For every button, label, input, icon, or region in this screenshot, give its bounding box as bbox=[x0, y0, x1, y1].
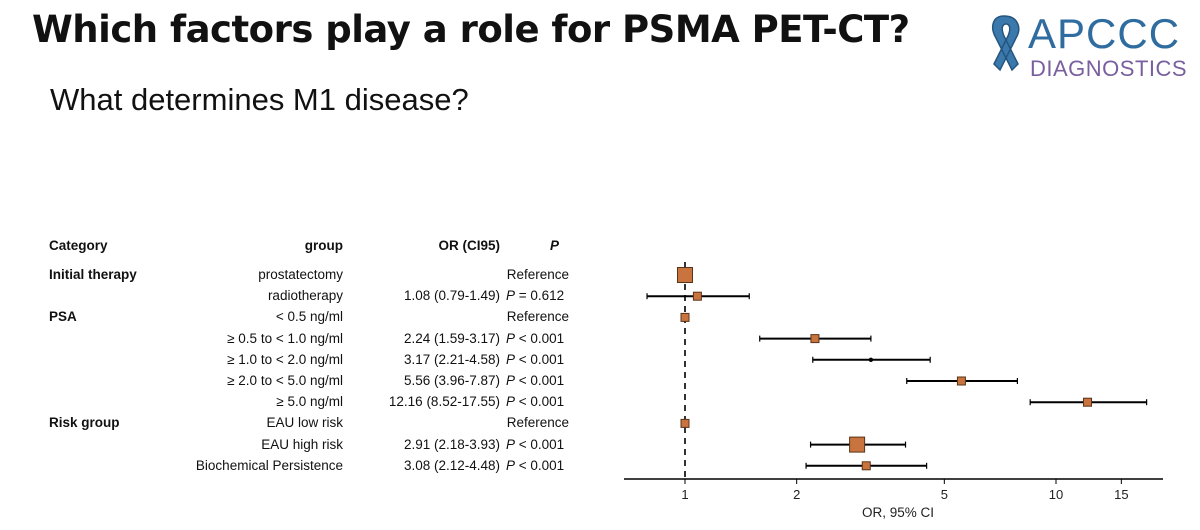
row-category: Initial therapy bbox=[49, 267, 137, 282]
row-group: ≥ 0.5 to < 1.0 ng/ml bbox=[227, 330, 343, 346]
p-value-text: < 0.001 bbox=[515, 394, 565, 410]
row-reference: Reference bbox=[506, 415, 569, 431]
row-category: PSA bbox=[49, 309, 77, 325]
p-value-text: < 0.001 bbox=[515, 373, 565, 388]
point-estimate bbox=[692, 291, 702, 301]
row-p-value: P < 0.001 bbox=[506, 352, 564, 367]
row-group: EAU low risk bbox=[266, 415, 343, 431]
row-odds-ratio: 12.16 (8.52-17.55) bbox=[388, 394, 500, 410]
point-estimate bbox=[810, 334, 820, 344]
row-group: ≥ 1.0 to < 2.0 ng/ml bbox=[227, 351, 343, 367]
x-axis-label: OR, 95% CI bbox=[862, 505, 934, 520]
point-estimate bbox=[861, 461, 871, 471]
row-group: ≥ 5.0 ng/ml bbox=[276, 394, 343, 410]
x-tick-label: 5 bbox=[941, 487, 948, 502]
p-symbol: P bbox=[506, 373, 516, 388]
row-odds-ratio: 3.17 (2.21-4.58) bbox=[403, 351, 500, 367]
row-group: radiotherapy bbox=[267, 288, 343, 304]
row-category: Risk group bbox=[49, 415, 120, 431]
row-odds-ratio: 1.08 (0.79-1.49) bbox=[403, 288, 500, 304]
x-tick-label: 15 bbox=[1114, 487, 1128, 502]
row-group: ≥ 2.0 to < 5.0 ng/ml bbox=[227, 373, 343, 388]
p-symbol: P bbox=[506, 330, 516, 346]
header-p: P bbox=[550, 238, 560, 253]
p-value-text: < 0.001 bbox=[515, 351, 565, 367]
p-symbol: P bbox=[506, 436, 516, 452]
x-tick-label: 10 bbox=[1049, 487, 1063, 502]
row-odds-ratio: 3.08 (2.12-4.48) bbox=[403, 457, 500, 473]
row-odds-ratio: 2.91 (2.18-3.93) bbox=[403, 436, 500, 452]
awareness-ribbon-icon bbox=[991, 15, 1020, 72]
point-estimate bbox=[677, 267, 693, 283]
p-symbol: P bbox=[506, 394, 516, 410]
row-odds-ratio: 2.24 (1.59-3.17) bbox=[403, 330, 500, 346]
row-reference: Reference bbox=[506, 309, 569, 325]
logo-subtitle: DIAGNOSTICS bbox=[1030, 56, 1188, 81]
row-group: EAU high risk bbox=[261, 436, 343, 452]
header-category: Category bbox=[49, 238, 108, 253]
p-symbol: P bbox=[506, 457, 516, 473]
p-value-text: = 0.612 bbox=[515, 288, 565, 304]
row-p-value: P < 0.001 bbox=[506, 373, 564, 388]
p-symbol: P bbox=[506, 351, 516, 367]
logo-wordmark: APCCC bbox=[1028, 10, 1181, 57]
point-estimate bbox=[1083, 397, 1093, 407]
row-group: < 0.5 ng/ml bbox=[275, 309, 343, 325]
row-p-value: P < 0.001 bbox=[506, 458, 564, 473]
row-p-value: P < 0.001 bbox=[506, 437, 564, 452]
slide-title: Which factors play a role for PSMA PET-C… bbox=[32, 8, 910, 51]
header-or: OR (CI95) bbox=[438, 238, 500, 253]
header-group: group bbox=[304, 238, 343, 253]
p-value-text: < 0.001 bbox=[515, 457, 565, 473]
row-p-value: P < 0.001 bbox=[506, 331, 564, 346]
point-estimate bbox=[868, 357, 874, 362]
point-estimate bbox=[680, 418, 690, 428]
slide-subtitle: What determines M1 disease? bbox=[50, 82, 469, 117]
point-estimate bbox=[680, 312, 690, 322]
row-group: Biochemical Persistence bbox=[195, 457, 343, 473]
row-reference: Reference bbox=[506, 267, 569, 282]
x-tick-label: 2 bbox=[793, 487, 800, 502]
row-group: prostatectomy bbox=[258, 267, 343, 282]
p-value-text: < 0.001 bbox=[515, 330, 565, 346]
p-symbol: P bbox=[506, 288, 516, 304]
row-p-value: P < 0.001 bbox=[506, 394, 564, 409]
point-estimate bbox=[956, 376, 966, 386]
point-estimate bbox=[849, 436, 866, 453]
p-value-text: < 0.001 bbox=[515, 436, 565, 452]
row-odds-ratio: 5.56 (3.96-7.87) bbox=[403, 373, 500, 388]
row-p-value: P = 0.612 bbox=[506, 288, 564, 303]
x-tick-label: 1 bbox=[681, 487, 688, 502]
